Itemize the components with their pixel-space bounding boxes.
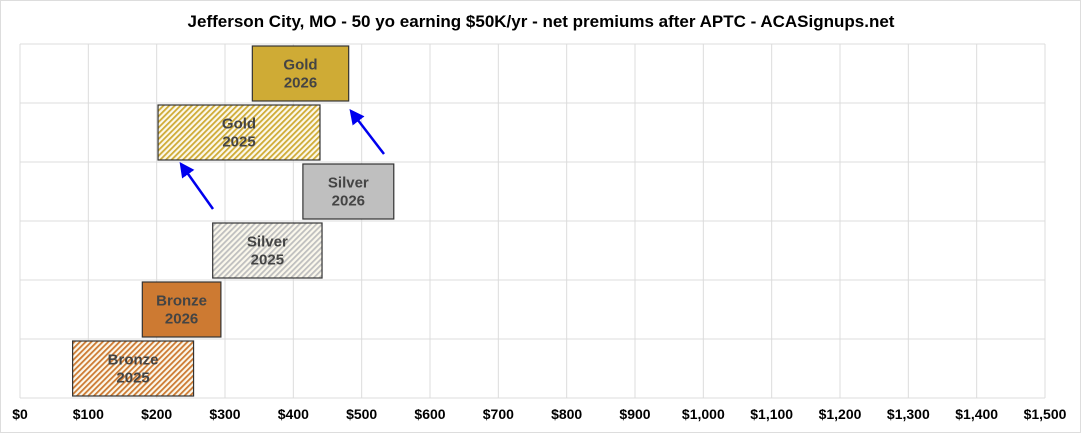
x-tick-label: $0: [12, 406, 28, 422]
x-tick-label: $1,400: [955, 406, 998, 422]
x-tick-label: $100: [73, 406, 104, 422]
bar-rect: [72, 340, 195, 397]
bar-label: 2025: [222, 134, 255, 151]
x-tick-label: $1,300: [887, 406, 930, 422]
x-tick-label: $300: [209, 406, 240, 422]
bar-label: 2026: [284, 75, 317, 92]
bar-label: 2026: [165, 311, 198, 328]
arrow-icon: [349, 109, 385, 155]
arrows: [179, 109, 385, 210]
arrow-icon: [179, 161, 215, 210]
bar-label: 2026: [332, 193, 365, 210]
x-tick-label: $1,100: [750, 406, 793, 422]
bar-rect: [302, 163, 395, 220]
bar-label: Silver: [247, 234, 288, 251]
bar-rect: [251, 45, 350, 102]
bar-rect: [141, 281, 222, 338]
bar-label: Silver: [328, 175, 369, 192]
x-tick-label: $1,200: [819, 406, 862, 422]
bar-label: Bronze: [108, 352, 159, 369]
x-tick-label: $900: [619, 406, 650, 422]
x-tick-label: $500: [346, 406, 377, 422]
bar-label: Gold: [222, 116, 256, 133]
x-tick-label: $1,000: [682, 406, 725, 422]
x-axis-ticks: $0 $100 $200 $300 $400 $500 $600 $700 $800 $900 $1…: [12, 406, 1066, 422]
bar-rect: [157, 104, 321, 161]
x-tick-label: $700: [483, 406, 514, 422]
bar-label: Gold: [283, 57, 317, 74]
x-tick-label: $200: [141, 406, 172, 422]
bar-label: 2025: [116, 370, 149, 387]
x-tick-label: $1,500: [1024, 406, 1067, 422]
x-tick-label: $600: [414, 406, 445, 422]
x-tick-label: $400: [278, 406, 309, 422]
bars: Gold2026Gold2025Silver2026Silver2025Bron…: [72, 45, 395, 397]
bar-label: 2025: [251, 252, 284, 269]
chart-title: Jefferson City, MO - 50 yo earning $50K/…: [188, 12, 895, 31]
bar-rect: [212, 222, 323, 279]
grid: [19, 43, 1046, 399]
bar-label: Bronze: [156, 293, 207, 310]
x-tick-label: $800: [551, 406, 582, 422]
